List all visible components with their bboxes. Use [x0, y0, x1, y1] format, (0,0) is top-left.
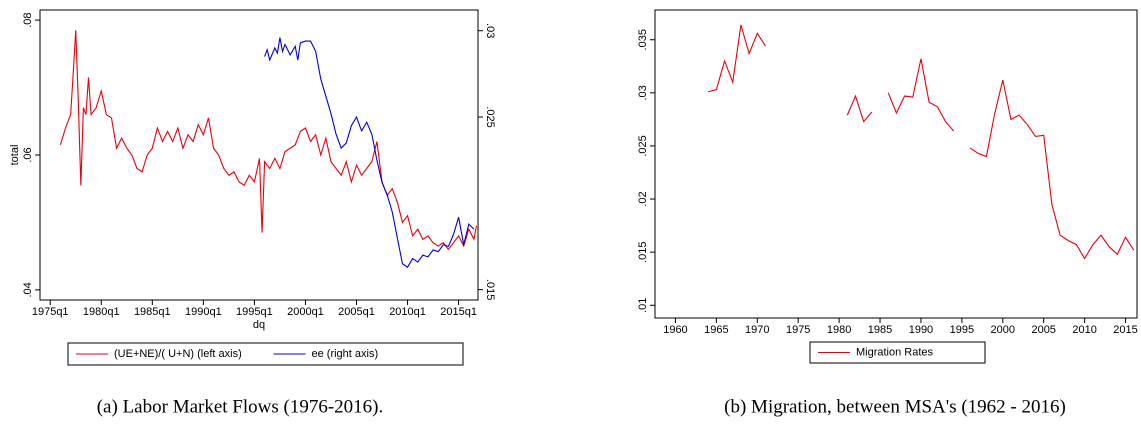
x-tick-label: 1980: [827, 324, 851, 336]
y-tick-label: .08: [22, 12, 34, 27]
x-tick-label: 2015: [1113, 324, 1137, 336]
legend-label: Migration Rates: [856, 346, 934, 358]
x-tick-label: 1980q1: [83, 306, 120, 318]
x-tick-label: 1990q1: [185, 306, 222, 318]
plot-frame: [39, 9, 479, 301]
x-tick-label: 1960: [663, 324, 687, 336]
series-line: [708, 24, 1135, 260]
y-tick-label: .01: [637, 298, 649, 313]
y-tick-label: .025: [637, 135, 649, 156]
legend-box: [67, 342, 464, 366]
x-tick-label: 2005q1: [338, 306, 375, 318]
y-tick-label: .015: [637, 241, 649, 262]
legend-label: (UE+NE)/( U+N) (left axis): [114, 348, 242, 360]
x-tick-label: 1975q1: [32, 306, 69, 318]
y-tick-label: .03: [637, 85, 649, 100]
x-tick-label: 1965: [704, 324, 728, 336]
legend-label: ee (right axis): [312, 348, 379, 360]
caption: (b) Migration, between MSA's (1962 - 201…: [724, 396, 1066, 417]
x-tick-label: 1985: [868, 324, 892, 336]
series-line: [59, 30, 478, 251]
x-axis-label: dq: [253, 319, 265, 331]
y2-tick-label: .025: [484, 106, 496, 127]
y-tick-label: .035: [637, 29, 649, 50]
y-tick-label: .06: [22, 147, 34, 162]
x-tick-label: 2010q1: [389, 306, 426, 318]
legend-box: [809, 341, 986, 364]
y2-tick-label: .03: [484, 23, 496, 38]
x-tick-label: 2015q1: [440, 306, 477, 318]
y-axis-label: total: [9, 145, 21, 166]
series-line: [264, 37, 475, 268]
x-tick-label: 1995q1: [236, 306, 273, 318]
caption: (a) Labor Market Flows (1976-2016).: [97, 396, 384, 417]
x-tick-label: 1985q1: [134, 306, 171, 318]
y-tick-label: .02: [637, 191, 649, 206]
plot-frame: [654, 9, 1138, 319]
y-tick-label: .04: [22, 282, 34, 297]
x-tick-label: 2000q1: [287, 306, 324, 318]
x-tick-label: 2010: [1072, 324, 1096, 336]
x-tick-label: 2000: [991, 324, 1015, 336]
y2-tick-label: .015: [484, 279, 496, 300]
x-tick-label: 1990: [909, 324, 933, 336]
x-tick-label: 2005: [1031, 324, 1055, 336]
x-tick-label: 1995: [950, 324, 974, 336]
x-tick-label: 1970: [745, 324, 769, 336]
x-tick-label: 1975: [786, 324, 810, 336]
